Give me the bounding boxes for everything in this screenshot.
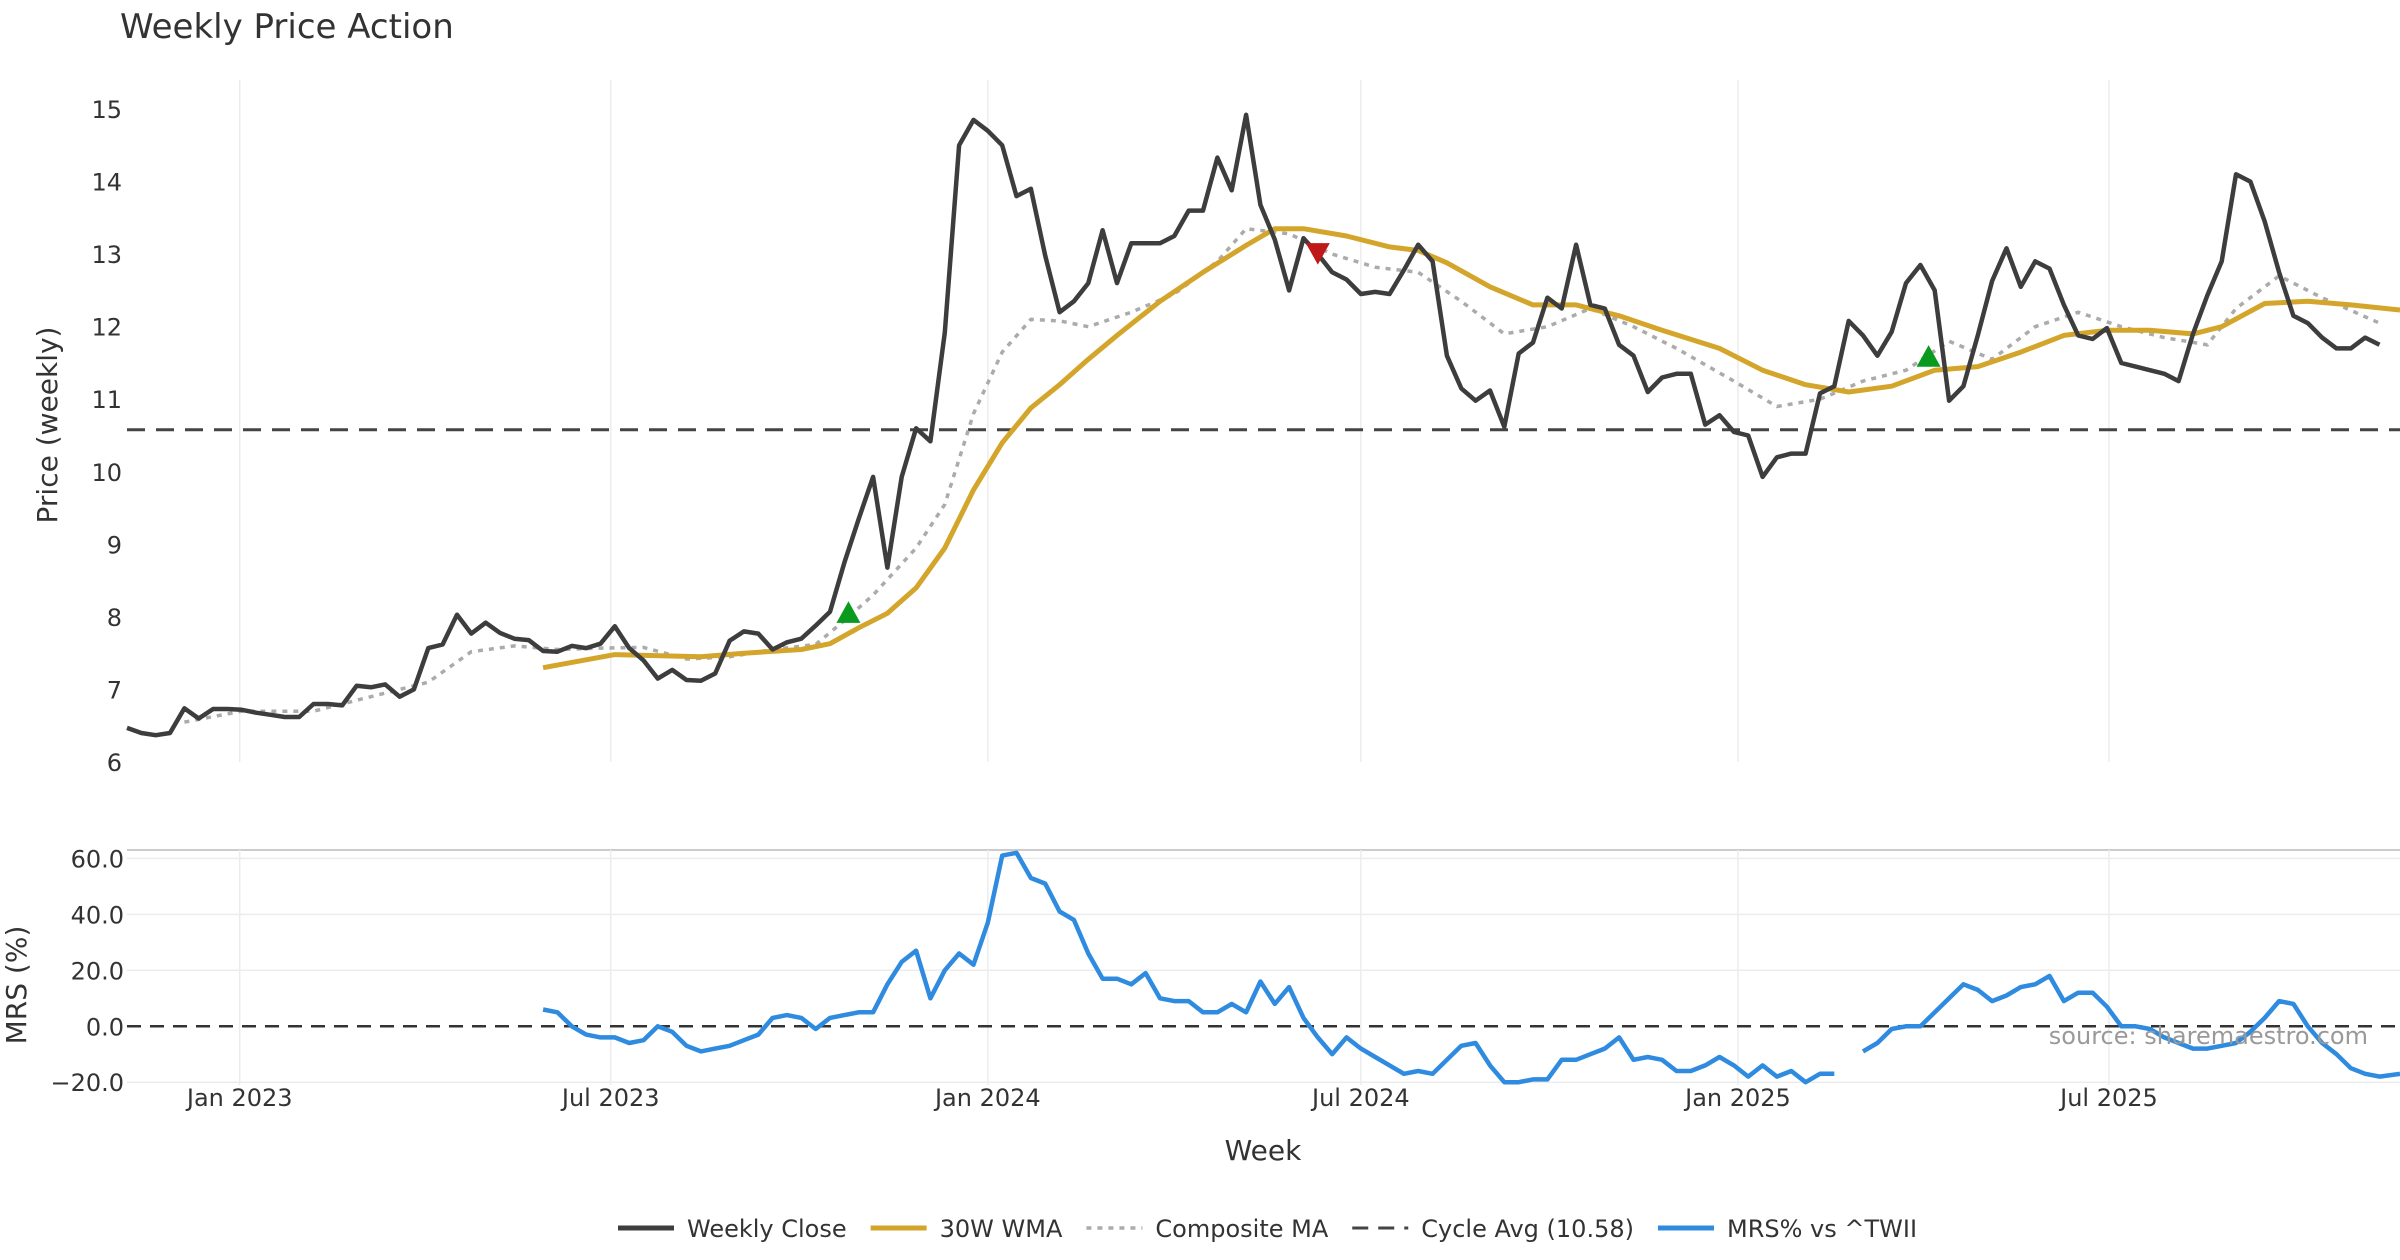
mrs-y-tick-label: −20.0 (50, 1069, 124, 1097)
x-tick-label: Jan 2025 (1683, 1084, 1791, 1112)
x-tick-label: Jul 2025 (2058, 1084, 2158, 1112)
mrs-y-tick-label: 60.0 (71, 845, 124, 873)
buy-signal-marker (836, 601, 861, 623)
mrs-y-tick-label: 20.0 (71, 957, 124, 985)
price-y-tick-label: 11 (91, 386, 122, 414)
weekly-close-line (126, 112, 2381, 738)
source-label: source: sharemaestro.com (2049, 1022, 2368, 1050)
sell-signal-marker (1305, 243, 1330, 265)
price-y-tick-label: 13 (91, 241, 122, 269)
legend-label: 30W WMA (940, 1215, 1063, 1243)
price-y-tick-label: 12 (91, 314, 122, 342)
price-y-tick-label: 15 (91, 96, 122, 124)
price-y-tick-label: 10 (91, 459, 122, 487)
mrs-axis-title: MRS (%) (0, 926, 33, 1045)
grid-lines (127, 80, 2400, 1085)
price-y-tick-label: 6 (107, 749, 122, 777)
price-y-tick-label: 9 (107, 531, 122, 559)
mrs-y-tick-label: 0.0 (86, 1013, 124, 1041)
x-tick-label: Jul 2024 (1310, 1084, 1410, 1112)
mrs-line (542, 850, 1835, 1085)
buy-signal-marker (1916, 345, 1941, 367)
price-axis-title: Price (weekly) (31, 327, 64, 524)
mrs-panel (127, 850, 2400, 1085)
legend-label: MRS% vs ^TWII (1727, 1215, 1917, 1243)
x-tick-label: Jan 2023 (185, 1084, 293, 1112)
price-panel (126, 112, 2400, 738)
wma-line (542, 226, 2400, 671)
axis-labels: Jan 2023 Jul 2023 Jan 2024 Jul 2024 Jan 2025… (50, 96, 2157, 1112)
x-tick-label: Jul 2023 (560, 1084, 660, 1112)
mrs-y-tick-label: 40.0 (71, 901, 124, 929)
composite-ma-line (184, 226, 2381, 724)
legend: Weekly Close 30W WMA Composite MA Cycle Avg… (618, 1215, 1917, 1243)
price-y-tick-label: 8 (107, 604, 122, 632)
legend-label: Composite MA (1155, 1215, 1328, 1243)
price-y-tick-label: 14 (91, 169, 122, 197)
mrs-line (1861, 973, 2400, 1079)
legend-label: Cycle Avg (10.58) (1421, 1215, 1634, 1243)
chart-title: Weekly Price Action (120, 7, 454, 47)
price-y-tick-label: 7 (107, 676, 122, 704)
x-tick-label: Jan 2024 (933, 1084, 1041, 1112)
legend-label: Weekly Close (687, 1215, 847, 1243)
x-axis-title: Week (1225, 1134, 1302, 1167)
